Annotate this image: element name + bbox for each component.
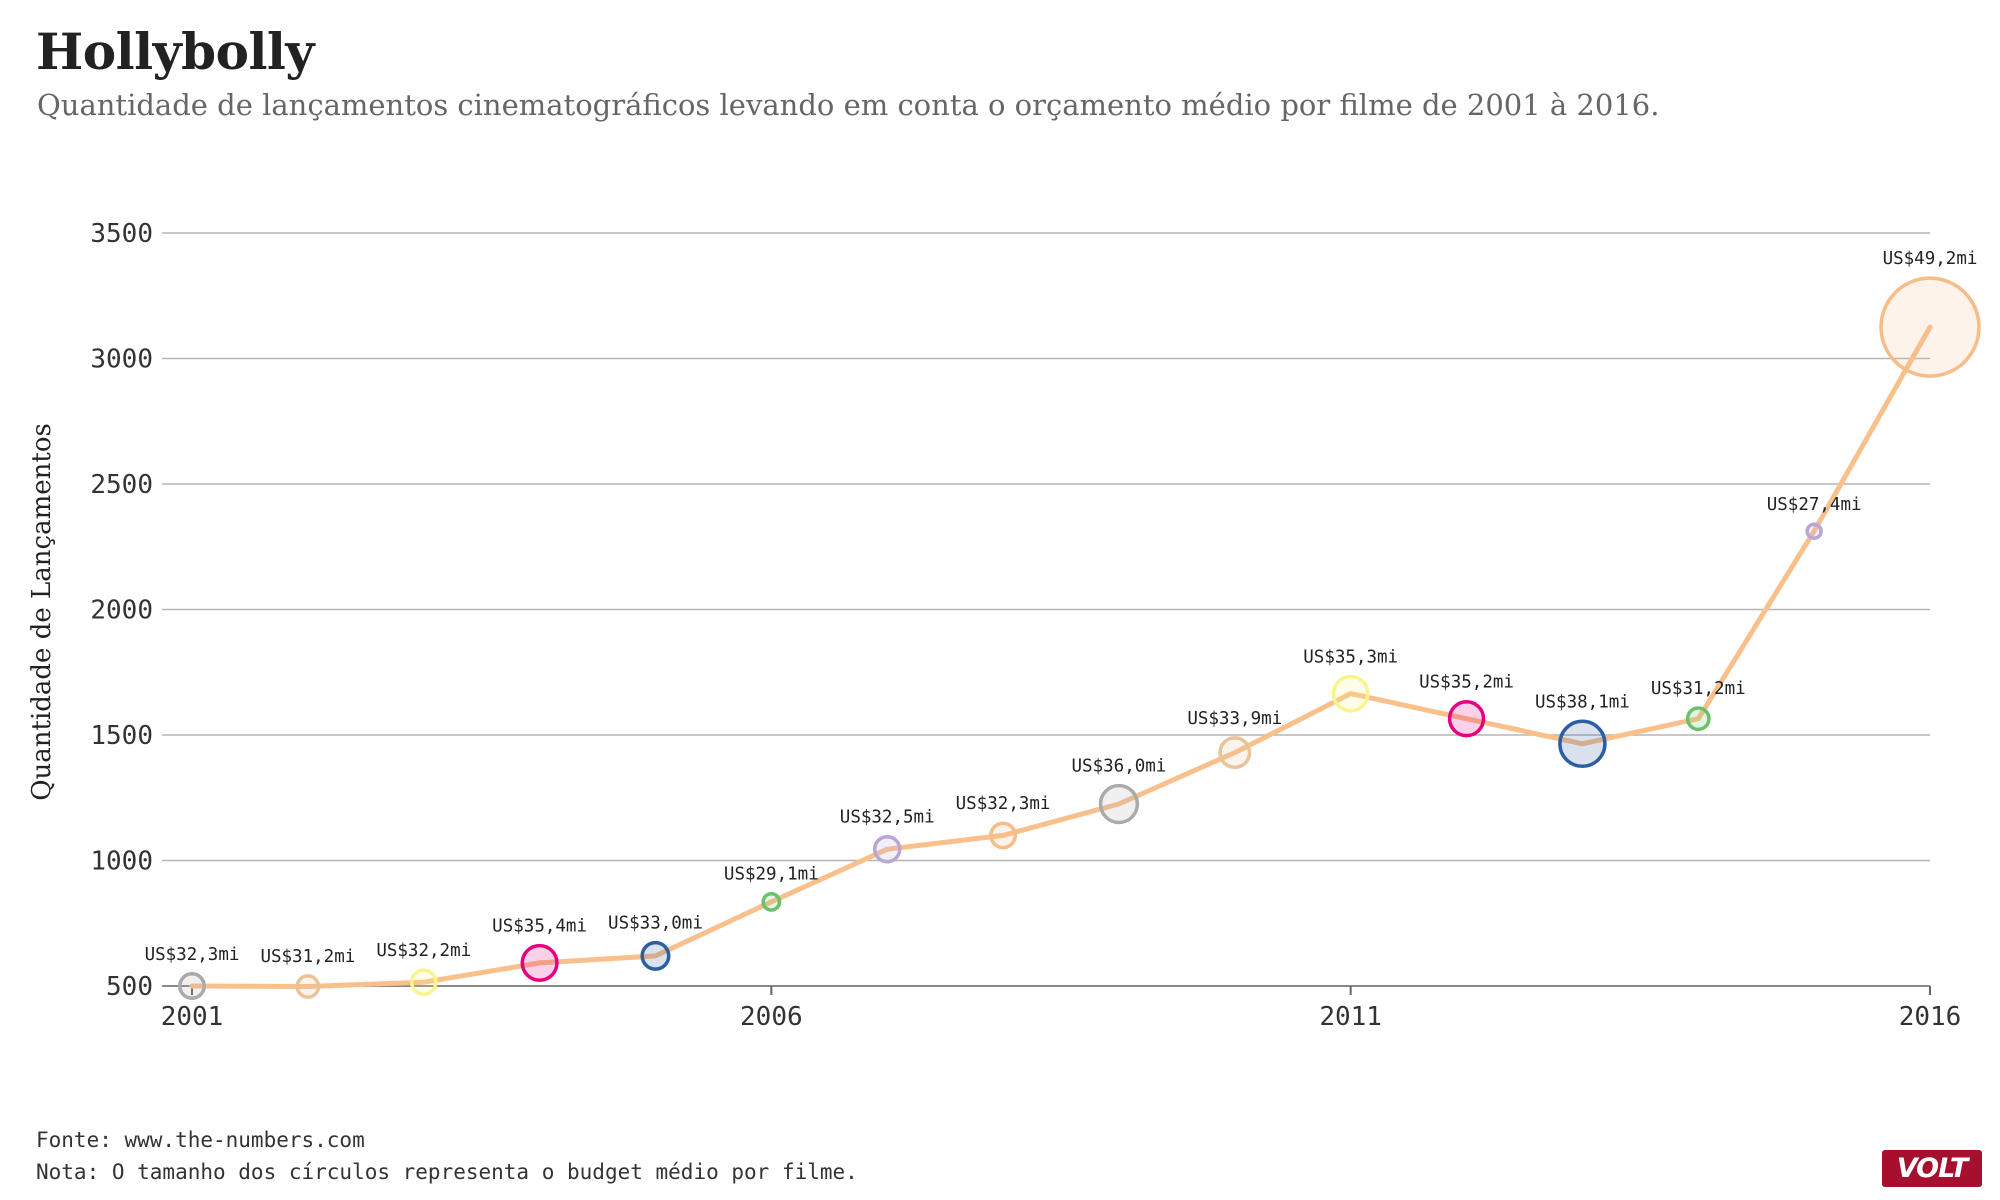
volt-logo: VOLT [1882, 1150, 1982, 1187]
y-tick-label: 2500 [90, 470, 153, 500]
y-axis-ticks: 500 1000 1500 2000 2500 3000 3500 [90, 219, 153, 1002]
source-note: Fonte: www.the-numbers.com [36, 1128, 365, 1152]
data-label: US$32,2mi [376, 941, 471, 961]
data-label: US$32,3mi [145, 945, 240, 965]
data-label: US$35,3mi [1303, 647, 1398, 667]
data-point [761, 891, 782, 912]
series-line-path [189, 324, 1933, 989]
x-tick-label: 2001 [161, 1002, 224, 1032]
data-point [640, 940, 671, 971]
y-tick-label: 500 [106, 972, 153, 1002]
data-label: US$29,1mi [724, 865, 819, 885]
x-tick-label: 2011 [1319, 1002, 1382, 1032]
data-point [520, 943, 559, 982]
data-label: US$33,0mi [608, 914, 703, 934]
data-label: US$35,4mi [492, 917, 587, 937]
data-label: US$27,4mi [1767, 495, 1862, 515]
data-label: US$38,1mi [1535, 692, 1630, 712]
data-point [1218, 736, 1252, 770]
data-point [1558, 719, 1607, 769]
data-point [989, 821, 1018, 850]
data-label: US$32,5mi [840, 808, 935, 828]
series-line [189, 324, 1933, 989]
footnote: Nota: O tamanho dos círculos representa … [36, 1160, 858, 1184]
x-tick-label: 2016 [1899, 1002, 1962, 1032]
chart-subtitle: Quantidade de lançamentos cinematográfic… [37, 88, 1660, 122]
data-label: US$36,0mi [1072, 757, 1167, 777]
data-point [872, 834, 902, 864]
data-point [1098, 783, 1140, 825]
line-chart: 500 1000 1500 2000 2500 3000 3500 2001 2006 2011… [27, 219, 1981, 1032]
data-label: US$31,2mi [1651, 679, 1746, 699]
data-labels: US$32,3mi US$31,2mi US$32,2mi US$35,4mi US$3… [145, 249, 1978, 967]
data-points [178, 276, 1981, 1000]
y-tick-label: 3500 [90, 219, 153, 249]
data-point [1685, 706, 1711, 732]
data-point [1805, 522, 1823, 540]
data-label: US$49,2mi [1883, 249, 1978, 269]
data-point [178, 972, 206, 1000]
chart-title: Hollybolly [36, 22, 314, 81]
data-label: US$35,2mi [1419, 673, 1514, 693]
data-point [295, 974, 321, 999]
y-tick-label: 2000 [90, 596, 153, 626]
data-point [409, 968, 438, 997]
data-point [1879, 276, 1981, 378]
data-point [1447, 699, 1486, 738]
x-axis-ticks: 2001 2006 2011 2016 [161, 986, 1962, 1032]
data-point [1331, 674, 1370, 713]
gridlines [162, 232, 1930, 987]
y-axis-label: Quantidade de Lançamentos [27, 423, 57, 801]
y-tick-label: 1000 [90, 847, 153, 877]
y-tick-label: 1500 [90, 721, 153, 751]
x-tick-label: 2006 [740, 1002, 803, 1032]
data-label: US$32,3mi [956, 794, 1051, 814]
data-label: US$31,2mi [260, 947, 355, 967]
data-label: US$33,9mi [1187, 709, 1282, 729]
y-tick-label: 3000 [90, 345, 153, 375]
